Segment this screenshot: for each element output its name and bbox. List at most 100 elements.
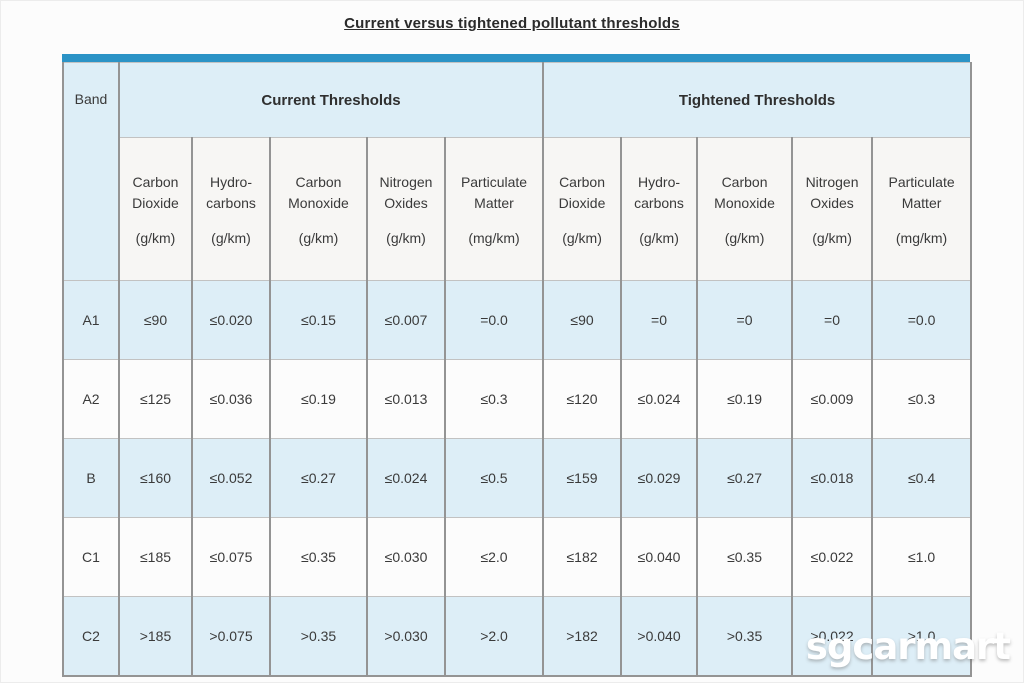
sub-header-row: Carbon Dioxide (g/km) Hydro-carbons (g/k… xyxy=(63,137,973,281)
value-cell: ≤0.009 xyxy=(791,359,874,439)
group-header-current: Current Thresholds xyxy=(117,62,545,138)
col-name: Particulate Matter xyxy=(460,173,528,211)
value-cell: ≤0.029 xyxy=(620,438,699,518)
value-cell: =0 xyxy=(791,280,874,360)
value-cell: =0 xyxy=(620,280,699,360)
value-cell: ≤0.018 xyxy=(791,438,874,518)
col-unit: (g/km) xyxy=(386,229,426,246)
pollutant-thresholds-table: Band Current Thresholds Tightened Thresh… xyxy=(62,62,973,677)
col-name: Carbon Dioxide xyxy=(558,173,606,211)
value-cell: ≤0.030 xyxy=(366,517,446,597)
col-unit: (g/km) xyxy=(724,229,765,246)
page-title: Current versus tightened pollutant thres… xyxy=(344,15,680,32)
value-cell: >182 xyxy=(542,596,623,677)
table-row-c2: C2 >185 >0.075 >0.35 >0.030 >2.0 >182 >0… xyxy=(62,596,973,677)
col-header-current-nitrogen-oxides: Nitrogen Oxides (g/km) xyxy=(366,137,446,281)
value-cell: ≤0.19 xyxy=(696,359,794,439)
col-unit: (g/km) xyxy=(135,229,176,246)
band-cell: C2 xyxy=(62,596,120,677)
band-column-header: Band xyxy=(62,62,120,281)
table-row-b: B ≤160 ≤0.052 ≤0.27 ≤0.024 ≤0.5 ≤159 ≤0.… xyxy=(62,438,973,518)
col-name: Nitrogen Oxides xyxy=(379,173,433,211)
value-cell: >185 xyxy=(118,596,193,677)
value-cell: ≤90 xyxy=(542,280,623,360)
value-cell: ≤125 xyxy=(118,359,193,439)
value-cell: ≤0.19 xyxy=(269,359,368,439)
value-cell: ≤0.024 xyxy=(366,438,446,518)
value-cell: ≤0.15 xyxy=(269,280,368,360)
value-cell: ≤0.022 xyxy=(791,517,874,597)
col-unit: (g/km) xyxy=(211,229,251,246)
value-cell: >0.35 xyxy=(269,596,368,677)
value-cell: ≤160 xyxy=(118,438,193,518)
col-header-tightened-particulate-matter: Particulate Matter (mg/km) xyxy=(871,137,973,281)
col-header-tightened-carbon-monoxide: Carbon Monoxide (g/km) xyxy=(696,137,794,281)
value-cell: =0.0 xyxy=(871,280,973,360)
col-unit: (g/km) xyxy=(298,229,339,246)
col-unit: (g/km) xyxy=(562,229,602,246)
col-unit: (g/km) xyxy=(812,229,852,246)
col-header-tightened-carbon-dioxide: Carbon Dioxide (g/km) xyxy=(542,137,623,281)
group-header-tightened: Tightened Thresholds xyxy=(542,62,973,138)
col-unit: (mg/km) xyxy=(468,229,520,246)
value-cell: ≤0.27 xyxy=(269,438,368,518)
value-cell: ≤0.007 xyxy=(366,280,446,360)
value-cell: ≤0.3 xyxy=(871,359,973,439)
sgcarmart-logo-watermark: sgcarmart xyxy=(805,625,1011,668)
col-unit: (g/km) xyxy=(639,229,679,246)
value-cell: =0.0 xyxy=(443,280,545,360)
col-header-current-hydrocarbons: Hydro-carbons (g/km) xyxy=(191,137,271,281)
table-row-a1: A1 ≤90 ≤0.020 ≤0.15 ≤0.007 =0.0 ≤90 =0 =… xyxy=(62,280,973,360)
col-name: Particulate Matter xyxy=(888,173,955,211)
value-cell: ≤0.020 xyxy=(191,280,271,360)
value-cell: ≤0.35 xyxy=(269,517,368,597)
value-cell: >1.0 xyxy=(871,596,973,677)
table-accent-bar xyxy=(62,54,970,62)
value-cell: >0.022 xyxy=(791,596,874,677)
value-cell: ≤2.0 xyxy=(443,517,545,597)
value-cell: >0.075 xyxy=(191,596,271,677)
col-name: Nitrogen Oxides xyxy=(805,173,859,211)
value-cell: ≤120 xyxy=(542,359,623,439)
value-cell: ≤0.036 xyxy=(191,359,271,439)
value-cell: ≤0.024 xyxy=(620,359,699,439)
band-cell: A2 xyxy=(62,359,120,439)
value-cell: =0 xyxy=(696,280,794,360)
col-header-current-particulate-matter: Particulate Matter (mg/km) xyxy=(443,137,545,281)
value-cell: >2.0 xyxy=(443,596,545,677)
col-name: Carbon Monoxide xyxy=(714,173,775,211)
col-header-current-carbon-monoxide: Carbon Monoxide (g/km) xyxy=(269,137,368,281)
col-name: Hydro-carbons xyxy=(634,173,684,211)
band-cell: A1 xyxy=(62,280,120,360)
thresholds-table-wrap: Band Current Thresholds Tightened Thresh… xyxy=(62,54,973,677)
value-cell: >0.35 xyxy=(696,596,794,677)
col-name: Carbon Monoxide xyxy=(288,173,349,211)
value-cell: ≤90 xyxy=(118,280,193,360)
col-unit: (mg/km) xyxy=(895,229,948,246)
col-name: Hydro-carbons xyxy=(206,173,256,211)
value-cell: ≤1.0 xyxy=(871,517,973,597)
value-cell: ≤0.27 xyxy=(696,438,794,518)
value-cell: ≤0.013 xyxy=(366,359,446,439)
group-header-row: Band Current Thresholds Tightened Thresh… xyxy=(62,62,973,281)
col-header-tightened-nitrogen-oxides: Nitrogen Oxides (g/km) xyxy=(791,137,874,281)
col-header-tightened-hydrocarbons: Hydro-carbons (g/km) xyxy=(620,137,699,281)
value-cell: ≤0.3 xyxy=(443,359,545,439)
value-cell: ≤0.040 xyxy=(620,517,699,597)
table-row-a2: A2 ≤125 ≤0.036 ≤0.19 ≤0.013 ≤0.3 ≤120 ≤0… xyxy=(62,359,973,439)
band-cell: C1 xyxy=(62,517,120,597)
value-cell: ≤0.075 xyxy=(191,517,271,597)
col-name: Carbon Dioxide xyxy=(132,173,179,211)
value-cell: ≤0.5 xyxy=(443,438,545,518)
table-row-c1: C1 ≤185 ≤0.075 ≤0.35 ≤0.030 ≤2.0 ≤182 ≤0… xyxy=(62,517,973,597)
col-header-current-carbon-dioxide: Carbon Dioxide (g/km) xyxy=(118,137,193,281)
value-cell: ≤182 xyxy=(542,517,623,597)
value-cell: >0.040 xyxy=(620,596,699,677)
value-cell: ≤159 xyxy=(542,438,623,518)
value-cell: ≤0.35 xyxy=(696,517,794,597)
value-cell: ≤0.052 xyxy=(191,438,271,518)
band-cell: B xyxy=(62,438,120,518)
value-cell: >0.030 xyxy=(366,596,446,677)
value-cell: ≤185 xyxy=(118,517,193,597)
